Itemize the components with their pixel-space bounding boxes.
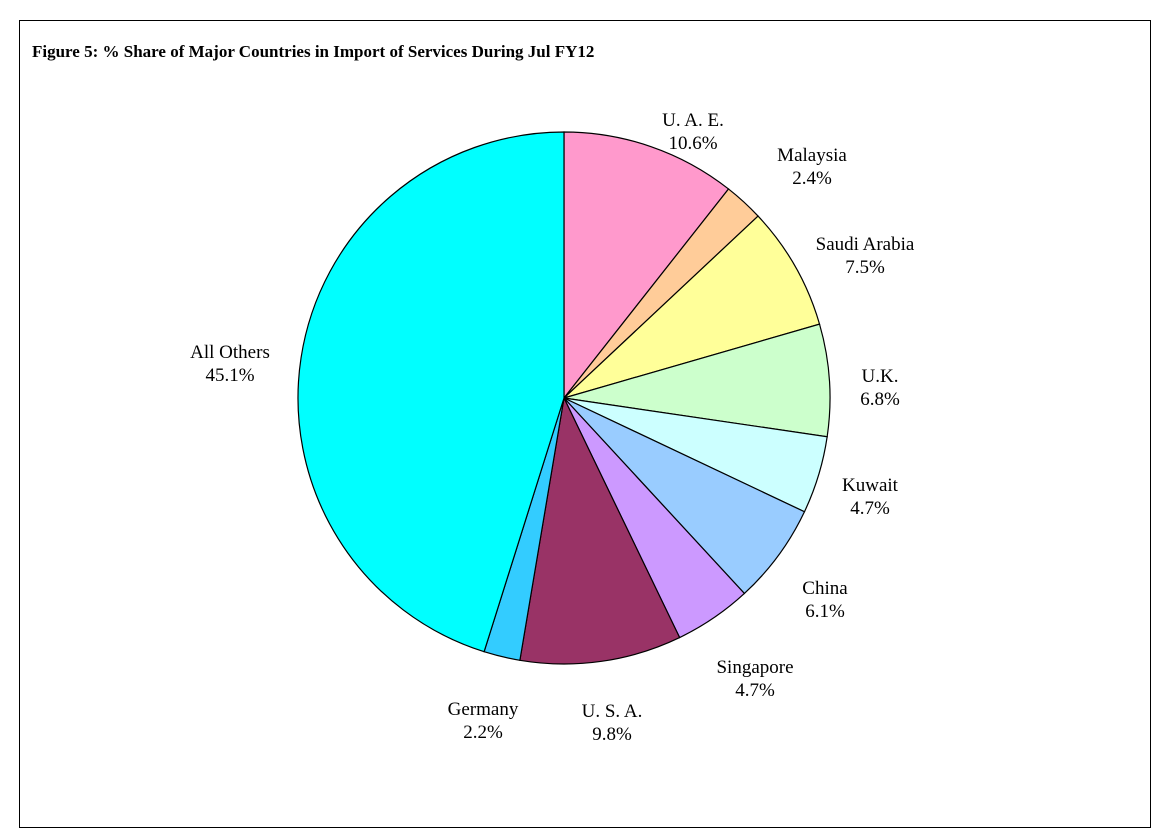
slice-label: U. S. A. 9.8% (582, 701, 643, 745)
pie-slice-saudi-arabia (563, 215, 821, 399)
slice-label: China 6.1% (802, 578, 848, 622)
pie-slice-all-others (297, 131, 565, 653)
pie-slice-u-a-e (563, 131, 730, 400)
slice-label: All Others 45.1% (190, 342, 270, 386)
slice-label: Kuwait 4.7% (842, 475, 899, 519)
slice-label: Singapore 4.7% (716, 657, 793, 701)
slice-label: Malaysia 2.4% (777, 145, 847, 189)
slice-label: U.K. 6.8% (860, 366, 900, 410)
chart-title: Figure 5: % Share of Major Countries in … (32, 42, 595, 61)
slice-label: Saudi Arabia 7.5% (816, 234, 915, 278)
pie-slice-u-k (563, 323, 831, 438)
pie-slice-u-s-a (519, 396, 681, 665)
slice-label: Germany 2.2% (448, 699, 519, 743)
slice-label: U. A. E. 10.6% (662, 110, 724, 154)
